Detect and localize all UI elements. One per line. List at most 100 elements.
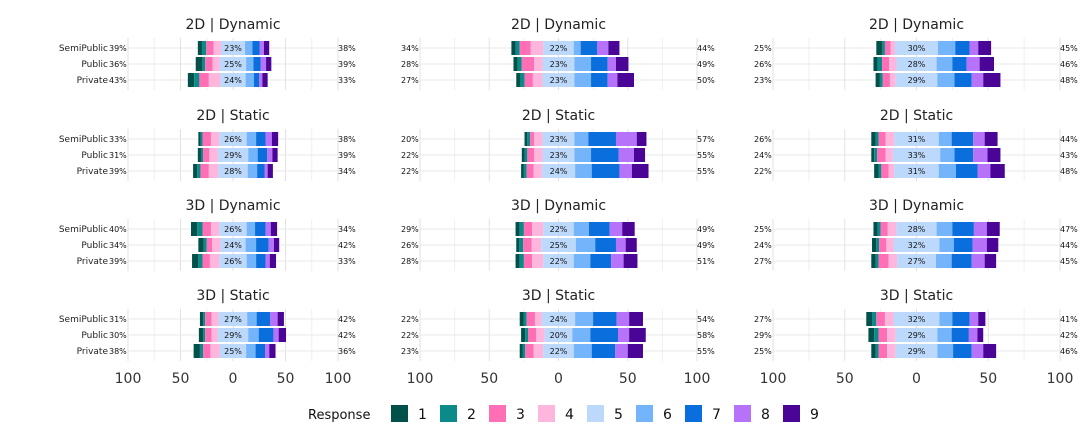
bar-segment-3 [519, 41, 531, 55]
bar-segment-9 [631, 164, 649, 178]
bar-segment-9 [266, 57, 272, 71]
bar-segment-6 [248, 148, 258, 162]
bar-segment-7 [955, 164, 978, 178]
left-percent: 39% [109, 257, 127, 266]
bar-segment-4 [531, 238, 542, 252]
bar-segment-1 [521, 164, 524, 178]
legend-label: 4 [565, 407, 574, 423]
left-percent: 39% [109, 167, 127, 176]
panel: 3D | Dynamic 29% 22% 49% 26% 25% 49% 28% 22% 51% [401, 198, 715, 271]
bar-segment-8 [966, 57, 980, 71]
left-percent: 23% [754, 76, 772, 85]
bar-segment-4 [530, 41, 544, 55]
left-percent: 28% [401, 60, 419, 69]
panel: 2D | Static 20% 23% 57% 22% 23% 55% 22% 24% 55% [401, 108, 715, 181]
bar-segment-9 [269, 254, 277, 268]
bar-segment-4 [534, 57, 543, 71]
bar-segment-6 [575, 164, 592, 178]
bar-segment-9 [984, 132, 998, 146]
bar-segment-3 [876, 312, 885, 326]
bar-segment-5 [218, 312, 248, 326]
bar-segment-4 [886, 238, 894, 252]
right-percent: 36% [338, 347, 356, 356]
bar-segment-8 [607, 57, 616, 71]
bar-segment-8 [268, 238, 274, 252]
neutral-percent: 32% [908, 241, 926, 250]
right-percent: 44% [1060, 241, 1078, 250]
left-percent: 22% [401, 315, 419, 324]
bar-segment-5 [542, 57, 575, 71]
legend-label: 8 [761, 407, 770, 423]
bar-segment-5 [219, 344, 247, 358]
panel-title: 2D | Static [522, 108, 595, 124]
left-percent: 33% [109, 135, 127, 144]
bar-segment-3 [882, 73, 890, 87]
bar-segment-4 [210, 132, 220, 146]
bar-segment-2 [524, 148, 528, 162]
bar-segment-4 [212, 57, 220, 71]
bar-segment-5 [895, 328, 938, 342]
bar-segment-6 [573, 254, 591, 268]
bar-segment-9 [269, 344, 276, 358]
bar-segment-6 [573, 41, 581, 55]
bar-segment-1 [872, 238, 877, 252]
bar-segment-1 [521, 328, 526, 342]
x-tick-label: 50 [172, 371, 190, 387]
category-label: SemiPublic [59, 44, 108, 54]
legend-swatch-4 [538, 405, 555, 422]
neutral-percent: 31% [908, 167, 926, 176]
bar-segment-9 [272, 148, 278, 162]
bar-segment-6 [937, 73, 955, 87]
bar-segment-6 [245, 73, 254, 87]
bar-segment-5 [220, 41, 246, 55]
bar-segment-9 [977, 328, 984, 342]
bar-segment-6 [938, 164, 956, 178]
left-percent: 40% [109, 225, 127, 234]
bar-segment-3 [203, 148, 210, 162]
bar-segment-7 [590, 254, 612, 268]
bar-segment-1 [199, 312, 204, 326]
right-percent: 39% [338, 60, 356, 69]
bar-segment-4 [211, 312, 219, 326]
bar-segment-7 [953, 344, 972, 358]
bar-segment-5 [894, 164, 939, 178]
bar-segment-6 [247, 312, 257, 326]
bar-segment-2 [194, 73, 200, 87]
bar-segment-1 [198, 132, 201, 146]
neutral-percent: 30% [908, 44, 926, 53]
neutral-percent: 29% [908, 331, 926, 340]
category-label: SemiPublic [59, 135, 108, 145]
bar-segment-6 [245, 41, 253, 55]
bar-segment-1 [866, 312, 873, 326]
right-percent: 42% [338, 315, 356, 324]
bar-segment-7 [593, 312, 617, 326]
left-percent: 34% [401, 44, 419, 53]
left-percent: 22% [401, 331, 419, 340]
bar-segment-9 [625, 238, 637, 252]
bar-segment-8 [607, 73, 618, 87]
bar-segment-9 [615, 57, 629, 71]
bar-segment-3 [205, 312, 212, 326]
bar-segment-1 [875, 73, 880, 87]
right-percent: 46% [1060, 60, 1078, 69]
bar-segment-6 [245, 238, 257, 252]
bar-segment-9 [986, 238, 999, 252]
bar-segment-7 [256, 238, 269, 252]
bar-segment-2 [879, 73, 883, 87]
bar-segment-1 [191, 222, 198, 236]
bar-segment-5 [542, 132, 575, 146]
bar-segment-9 [990, 164, 1005, 178]
bar-segment-9 [983, 344, 997, 358]
bar-segment-2 [877, 222, 881, 236]
neutral-percent: 22% [550, 347, 568, 356]
bar-segment-6 [246, 344, 256, 358]
bar-segment-7 [591, 164, 620, 178]
bar-segment-8 [259, 41, 264, 55]
legend-label: 1 [418, 407, 427, 423]
legend-label: 7 [712, 407, 721, 423]
bar-segment-9 [278, 328, 287, 342]
bar-segment-6 [246, 254, 257, 268]
left-percent: 36% [109, 60, 127, 69]
left-percent: 22% [754, 167, 772, 176]
panel: 3D | Static 27% 32% 41% 29% 29% 42% 25% 29% 46% [754, 288, 1078, 361]
